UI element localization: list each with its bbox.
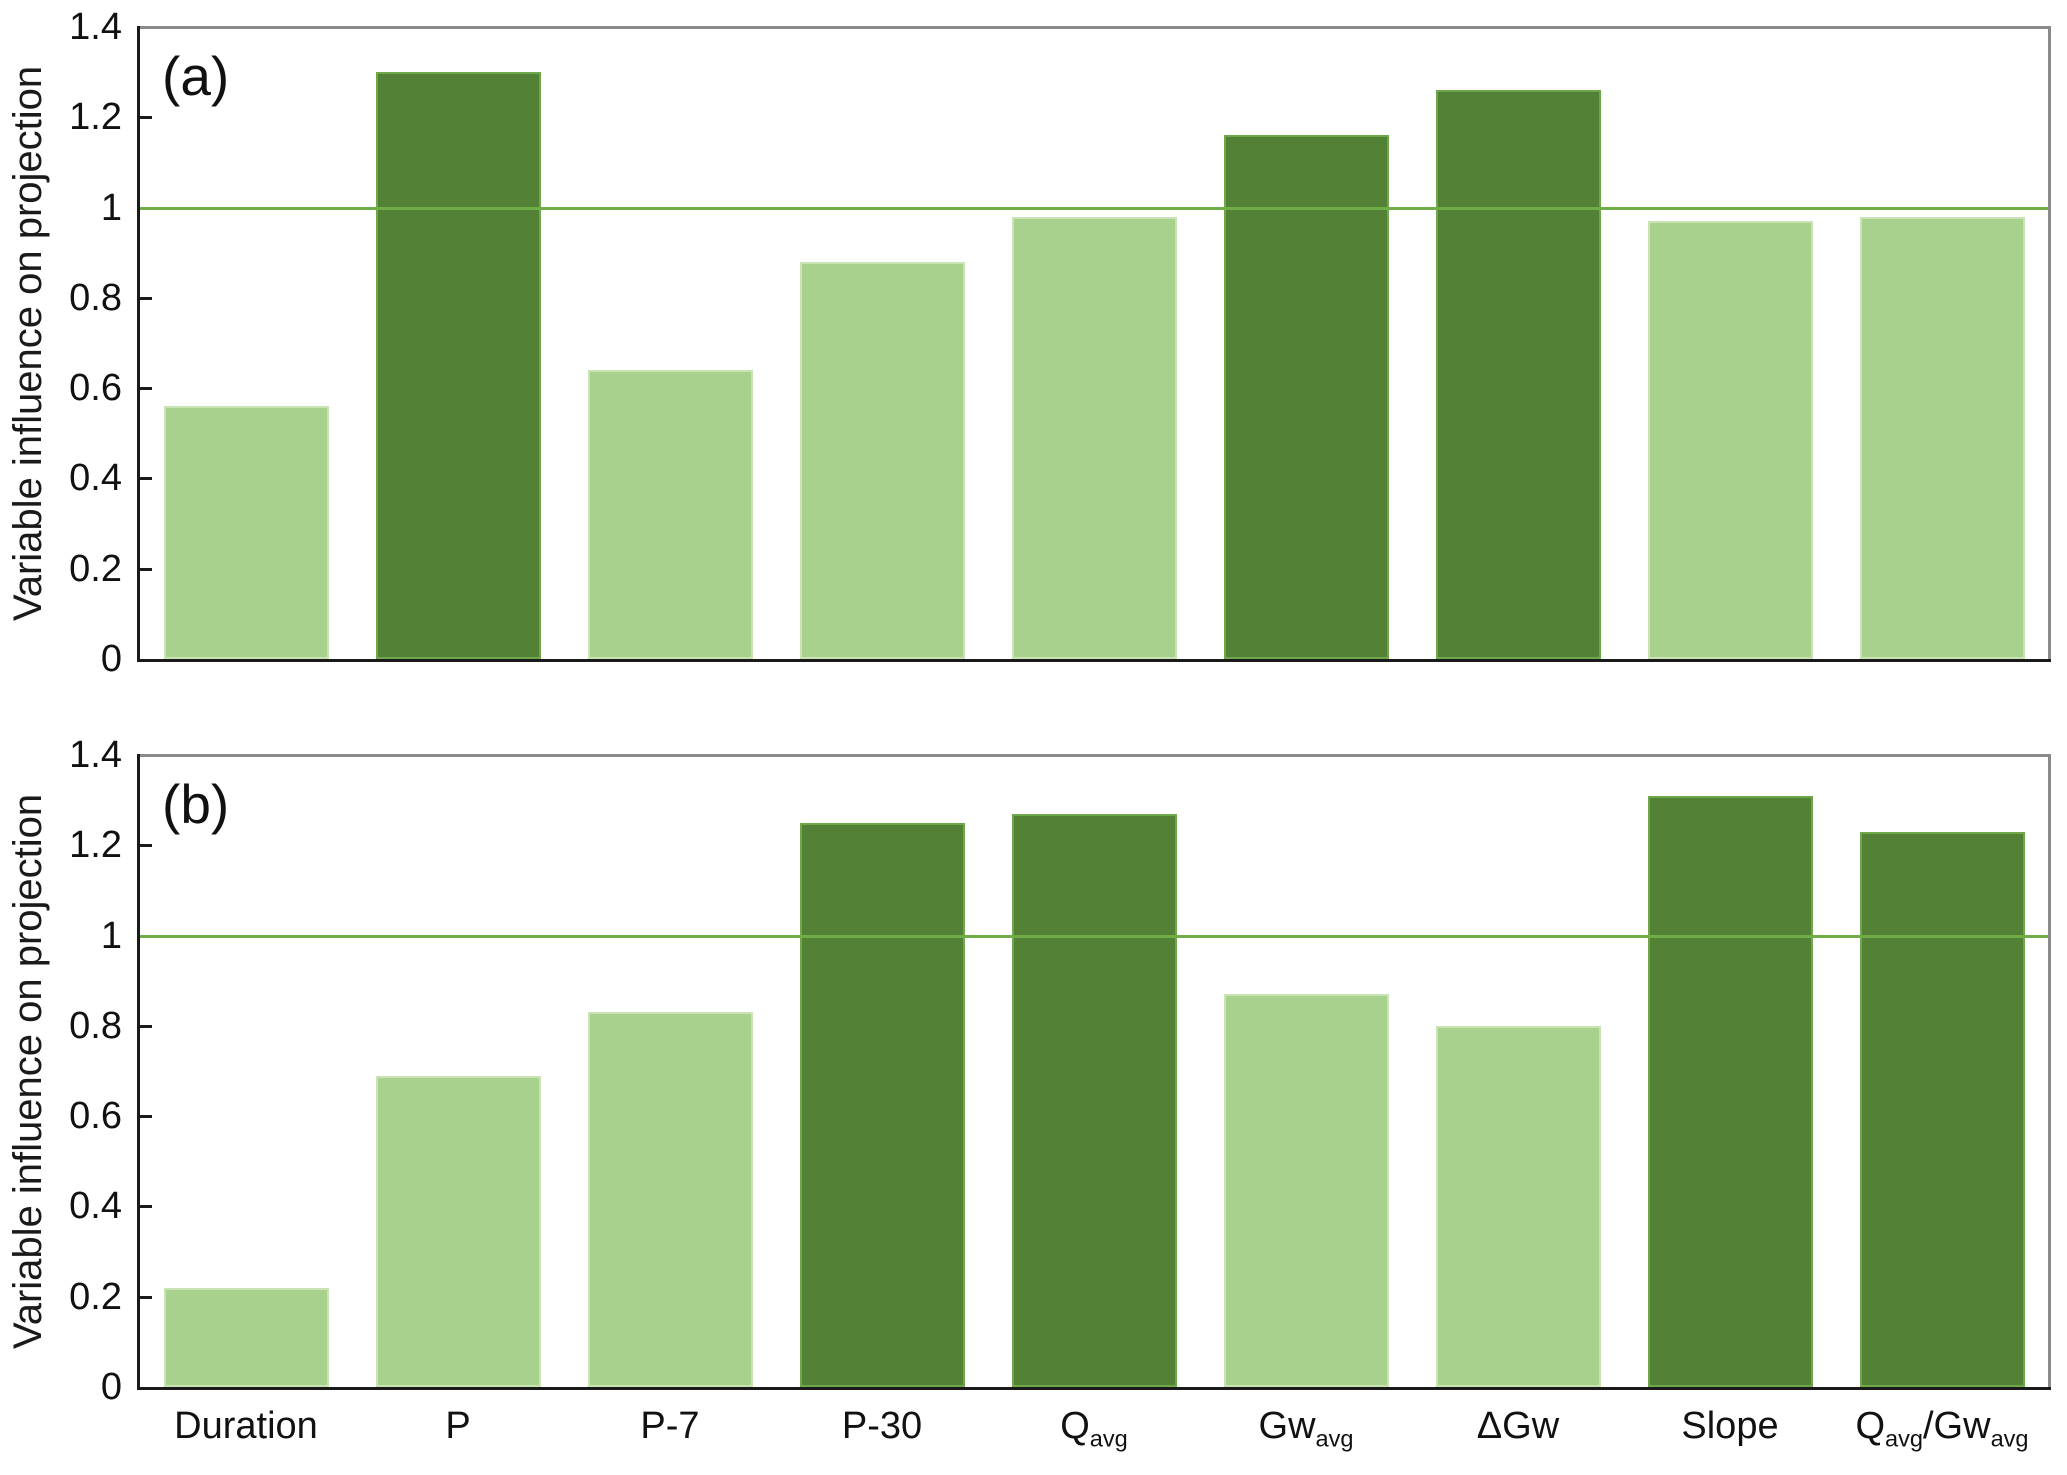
y-tick-label: 0.8 <box>69 277 122 319</box>
y-tick-label: 0.6 <box>69 1095 122 1137</box>
bar-duration <box>164 1288 329 1387</box>
bar-slope <box>1648 221 1813 659</box>
y-tick-label: 0.2 <box>69 548 122 590</box>
subscript: avg <box>1089 1425 1128 1452</box>
y-tick-label: 1.4 <box>69 734 122 776</box>
x-label-slope: Slope <box>1681 1405 1779 1447</box>
y-tick <box>140 297 152 300</box>
y-tick-label: 0 <box>100 1366 122 1408</box>
y-tick <box>140 1205 152 1208</box>
y-tick <box>140 116 152 119</box>
bar-qavggwavg <box>1860 832 2025 1387</box>
y-tick-label: 1.2 <box>69 96 122 138</box>
bar-p <box>376 1076 541 1387</box>
y-tick-label: 0.2 <box>69 1276 122 1318</box>
y-tick-label: 0.4 <box>69 457 122 499</box>
bar-p-30 <box>800 262 965 659</box>
y-tick-label: 1 <box>100 187 122 229</box>
bar-p <box>376 72 541 659</box>
y-tick-label: 0.8 <box>69 1005 122 1047</box>
bar-duration <box>164 406 329 659</box>
x-label-gw: ΔGw <box>1476 1405 1560 1447</box>
reference-line <box>140 207 2048 210</box>
y-tick-label: 0.4 <box>69 1185 122 1227</box>
y-axis-line <box>137 26 140 662</box>
x-label-qavggwavg: Qavg/Gwavg <box>1855 1405 2029 1452</box>
bar-gwavg <box>1224 135 1389 659</box>
subscript: avg <box>1885 1425 1923 1452</box>
bar-gwavg <box>1224 994 1389 1387</box>
y-tick <box>140 477 152 480</box>
x-label-qavg: Qavg <box>1060 1405 1128 1452</box>
y-tick <box>140 568 152 571</box>
y-tick-label: 1 <box>100 915 122 957</box>
bar-qavggwavg <box>1860 217 2025 659</box>
x-label-p-30: P-30 <box>841 1405 923 1447</box>
bar-gw <box>1436 1026 1601 1387</box>
bar-qavg <box>1012 217 1177 659</box>
bar-slope <box>1648 796 1813 1387</box>
x-label-gwavg: Gwavg <box>1258 1405 1354 1452</box>
x-label-duration: Duration <box>174 1405 318 1447</box>
y-tick-label: 0.6 <box>69 367 122 409</box>
plot-frame-top <box>140 26 2051 29</box>
x-label-p: P <box>445 1405 471 1447</box>
x-label-p-7: P-7 <box>640 1405 700 1447</box>
y-tick-label: 0 <box>100 638 122 680</box>
reference-line <box>140 935 2048 938</box>
plot-frame-right <box>2048 754 2051 1388</box>
bar-qavg <box>1012 814 1177 1387</box>
plot-frame-right <box>2048 26 2051 660</box>
y-axis-line <box>137 754 140 1390</box>
y-tick <box>140 1025 152 1028</box>
subscript: avg <box>1990 1425 2029 1452</box>
x-axis-line <box>137 1387 2051 1390</box>
plot-frame-top <box>140 754 2051 757</box>
y-tick <box>140 1115 152 1118</box>
bar-p-7 <box>588 1012 753 1387</box>
y-tick-label: 1.2 <box>69 824 122 866</box>
y-tick <box>140 387 152 390</box>
panel-label-a: (a) <box>162 45 230 107</box>
y-tick <box>140 1296 152 1299</box>
y-tick <box>140 844 152 847</box>
bar-p-7 <box>588 370 753 659</box>
y-tick-label: 1.4 <box>69 6 122 48</box>
bar-gw <box>1436 90 1601 659</box>
bar-p-30 <box>800 823 965 1387</box>
subscript: avg <box>1315 1425 1354 1452</box>
x-axis-line <box>137 659 2051 662</box>
panel-label-b: (b) <box>162 773 230 835</box>
